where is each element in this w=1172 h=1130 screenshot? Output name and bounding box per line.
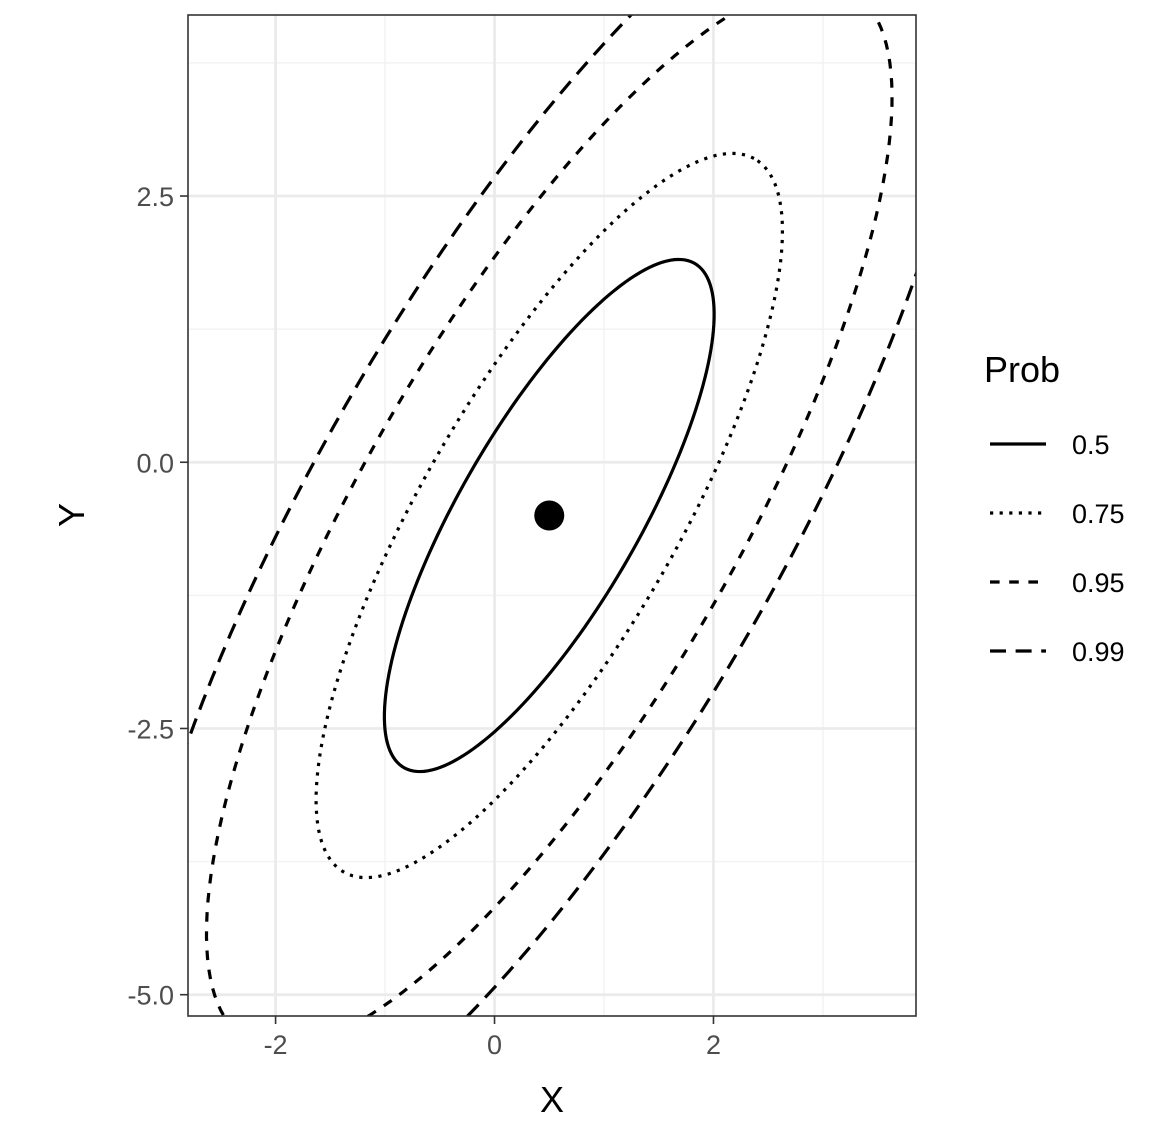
legend-label: 0.99 [1072,637,1125,667]
major-gridlines [188,15,916,1016]
ellipse-0-99 [188,15,916,1016]
y-axis-title: Y [51,503,92,527]
y-axis-ticks: -5.0 -2.5 0.0 2.5 [127,182,188,1011]
legend-label: 0.5 [1072,430,1110,460]
x-tick-label: -2 [264,1030,288,1060]
legend-label: 0.75 [1072,499,1125,529]
y-tick-label: -5.0 [127,981,174,1011]
center-point [534,500,565,531]
ellipse-0-95 [204,15,894,1016]
minor-gridlines [188,15,916,1016]
ellipse-0-5 [382,257,716,774]
legend-label: 0.95 [1072,568,1125,598]
y-axis: -5.0 -2.5 0.0 2.5 Y [51,182,188,1011]
plot-panel [187,14,917,1017]
x-axis-title: X [540,1079,564,1120]
y-tick-label: -2.5 [127,714,174,744]
legend-entries: 0.5 0.75 0.95 0.99 [990,430,1125,667]
x-axis: -2 0 2 X [264,1016,721,1120]
y-tick-label: 0.0 [136,448,174,478]
x-axis-ticks: -2 0 2 [264,1016,721,1060]
ellipse-0-75 [314,151,785,880]
ellipse-series [188,15,916,1016]
x-tick-label: 0 [487,1030,502,1060]
legend: Prob 0.5 0.75 0.95 0.99 [984,349,1125,667]
legend-title: Prob [984,349,1060,390]
center-points [534,500,565,531]
panel-border [187,14,917,1017]
y-tick-label: 2.5 [136,182,174,212]
x-tick-label: 2 [706,1030,721,1060]
